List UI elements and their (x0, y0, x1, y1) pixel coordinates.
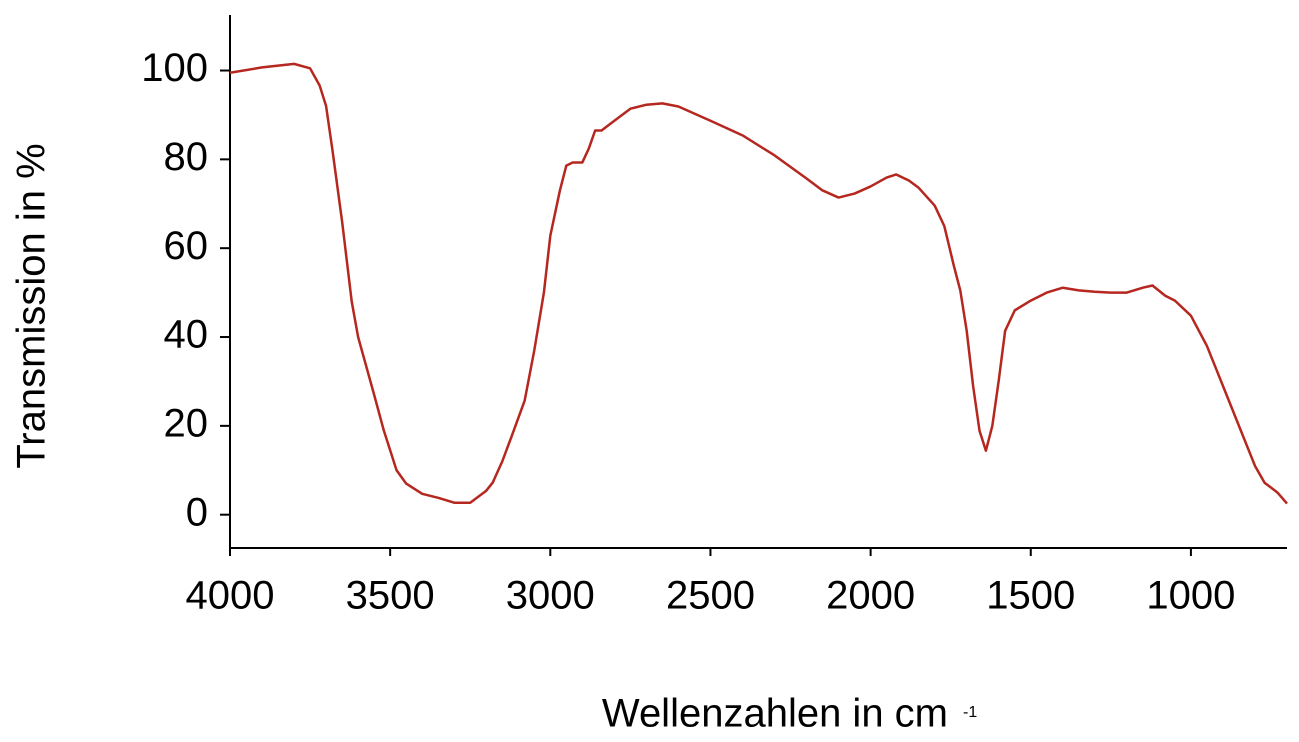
x-tick-label: 4000 (186, 574, 275, 618)
x-tick-label: 2500 (666, 574, 755, 618)
x-axis-label: Wellenzahlen in cm (602, 692, 948, 736)
x-tick-label: 3000 (506, 574, 595, 618)
y-tick-label: 20 (164, 401, 209, 445)
x-tick-label: 1000 (1146, 574, 1235, 618)
y-tick-label: 0 (186, 490, 208, 534)
x-tick-label: 2000 (826, 574, 915, 618)
y-tick-label: 100 (141, 46, 208, 90)
spectrum-line (229, 62, 1288, 505)
x-axis-label-superscript: -1 (963, 704, 977, 721)
y-tick-label: 60 (164, 224, 209, 268)
x-tick-label: 3500 (346, 574, 435, 618)
y-tick-label: 40 (164, 313, 209, 357)
x-tick-label: 1500 (986, 574, 1075, 618)
y-tick-label: 80 (164, 135, 209, 179)
y-axis-label: Transmission in % (10, 143, 54, 468)
